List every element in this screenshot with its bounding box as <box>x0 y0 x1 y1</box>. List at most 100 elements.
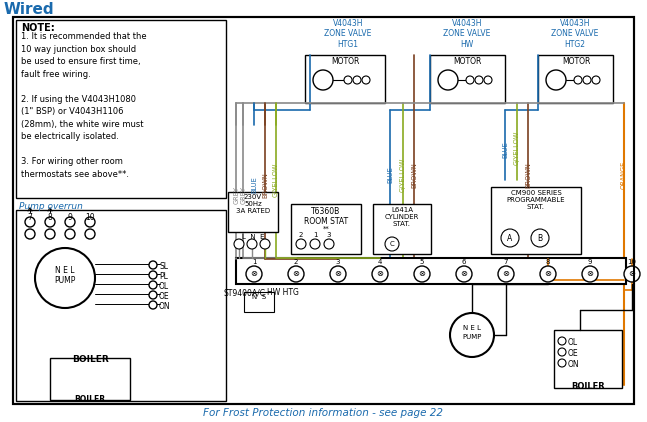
Circle shape <box>324 239 334 249</box>
Text: 3. For wiring other room: 3. For wiring other room <box>21 157 123 166</box>
Text: BLUE: BLUE <box>251 177 257 193</box>
Circle shape <box>385 237 399 251</box>
Text: N  S: N S <box>252 294 266 300</box>
Circle shape <box>85 217 95 227</box>
Text: BROWN: BROWN <box>411 162 417 188</box>
Circle shape <box>149 291 157 299</box>
Text: 1. It is recommended that the: 1. It is recommended that the <box>21 32 147 41</box>
Bar <box>50 358 130 400</box>
Circle shape <box>85 229 95 239</box>
Text: BLUE: BLUE <box>502 142 508 158</box>
Text: 10 way junction box should: 10 way junction box should <box>21 44 136 54</box>
Text: GREY: GREY <box>234 186 240 204</box>
Text: ⊗: ⊗ <box>334 270 342 279</box>
Bar <box>16 20 226 198</box>
Text: ON: ON <box>568 360 580 369</box>
Text: 8: 8 <box>546 259 550 265</box>
Circle shape <box>25 217 35 227</box>
Text: 9: 9 <box>587 259 592 265</box>
Text: Pump overrun: Pump overrun <box>19 202 83 211</box>
Bar <box>291 204 361 254</box>
Text: **: ** <box>323 226 329 232</box>
Text: 10: 10 <box>85 213 95 222</box>
Bar <box>491 187 581 254</box>
Bar <box>538 55 613 103</box>
Text: BROWN: BROWN <box>525 162 531 188</box>
Text: A: A <box>507 233 512 243</box>
Text: L  N  E: L N E <box>242 234 264 240</box>
Circle shape <box>362 76 370 84</box>
Text: C: C <box>389 241 395 247</box>
Text: GREY: GREY <box>241 186 247 204</box>
Text: OE: OE <box>568 349 578 358</box>
Text: 3: 3 <box>327 232 331 238</box>
Text: T6360B
ROOM STAT: T6360B ROOM STAT <box>304 207 348 226</box>
Text: 7: 7 <box>504 259 509 265</box>
Text: PUMP: PUMP <box>463 334 481 340</box>
Text: be electrically isolated.: be electrically isolated. <box>21 132 119 141</box>
Text: 2. If using the V4043H1080: 2. If using the V4043H1080 <box>21 95 136 103</box>
Bar <box>236 258 626 284</box>
Text: ORANGE: ORANGE <box>621 161 627 189</box>
Circle shape <box>531 229 549 247</box>
Text: V4043H
ZONE VALVE
HTG2: V4043H ZONE VALVE HTG2 <box>551 19 598 49</box>
Text: L641A
CYLINDER
STAT.: L641A CYLINDER STAT. <box>385 207 419 227</box>
Text: thermostats see above**.: thermostats see above**. <box>21 170 129 179</box>
Bar <box>244 292 274 312</box>
Text: B: B <box>538 233 543 243</box>
Text: ⊗: ⊗ <box>377 270 384 279</box>
Text: Wired: Wired <box>4 2 54 17</box>
Text: ⊗: ⊗ <box>292 270 300 279</box>
Circle shape <box>234 239 244 249</box>
Circle shape <box>540 266 556 282</box>
Text: 1: 1 <box>313 232 317 238</box>
Text: 8: 8 <box>48 213 52 222</box>
Text: CM900 SERIES
PROGRAMMABLE
STAT.: CM900 SERIES PROGRAMMABLE STAT. <box>507 190 565 210</box>
Text: 1: 1 <box>252 259 256 265</box>
Text: ⊗: ⊗ <box>586 270 593 279</box>
Circle shape <box>558 337 566 345</box>
Bar <box>305 55 385 103</box>
Text: OL: OL <box>159 282 169 291</box>
Circle shape <box>546 70 566 90</box>
Text: NOTE:: NOTE: <box>21 23 55 33</box>
Circle shape <box>296 239 306 249</box>
Circle shape <box>498 266 514 282</box>
Text: N E L: N E L <box>463 325 481 331</box>
Bar <box>373 204 431 254</box>
Circle shape <box>574 76 582 84</box>
Text: 7: 7 <box>28 213 32 222</box>
Circle shape <box>558 359 566 367</box>
Text: 5: 5 <box>420 259 424 265</box>
Circle shape <box>247 239 257 249</box>
Text: 3: 3 <box>336 259 340 265</box>
Circle shape <box>583 76 591 84</box>
Circle shape <box>414 266 430 282</box>
Circle shape <box>558 348 566 356</box>
Bar <box>430 55 505 103</box>
Text: fault free wiring.: fault free wiring. <box>21 70 91 78</box>
Circle shape <box>310 239 320 249</box>
Circle shape <box>246 266 262 282</box>
Circle shape <box>484 76 492 84</box>
Text: V4043H
ZONE VALVE
HW: V4043H ZONE VALVE HW <box>443 19 490 49</box>
Text: 230V
50Hz
3A RATED: 230V 50Hz 3A RATED <box>236 194 270 214</box>
Text: 4: 4 <box>378 259 382 265</box>
Text: V4043H
ZONE VALVE
HTG1: V4043H ZONE VALVE HTG1 <box>324 19 371 49</box>
Bar <box>554 330 622 388</box>
Bar <box>16 210 226 401</box>
Text: 10: 10 <box>628 259 637 265</box>
Text: PL: PL <box>159 272 168 281</box>
Circle shape <box>344 76 352 84</box>
Circle shape <box>65 229 75 239</box>
Text: 6: 6 <box>462 259 466 265</box>
Circle shape <box>456 266 472 282</box>
Circle shape <box>45 229 55 239</box>
Text: 2: 2 <box>299 232 303 238</box>
Circle shape <box>149 271 157 279</box>
Circle shape <box>149 281 157 289</box>
Circle shape <box>438 70 458 90</box>
Circle shape <box>260 239 270 249</box>
Circle shape <box>582 266 598 282</box>
Circle shape <box>372 266 388 282</box>
